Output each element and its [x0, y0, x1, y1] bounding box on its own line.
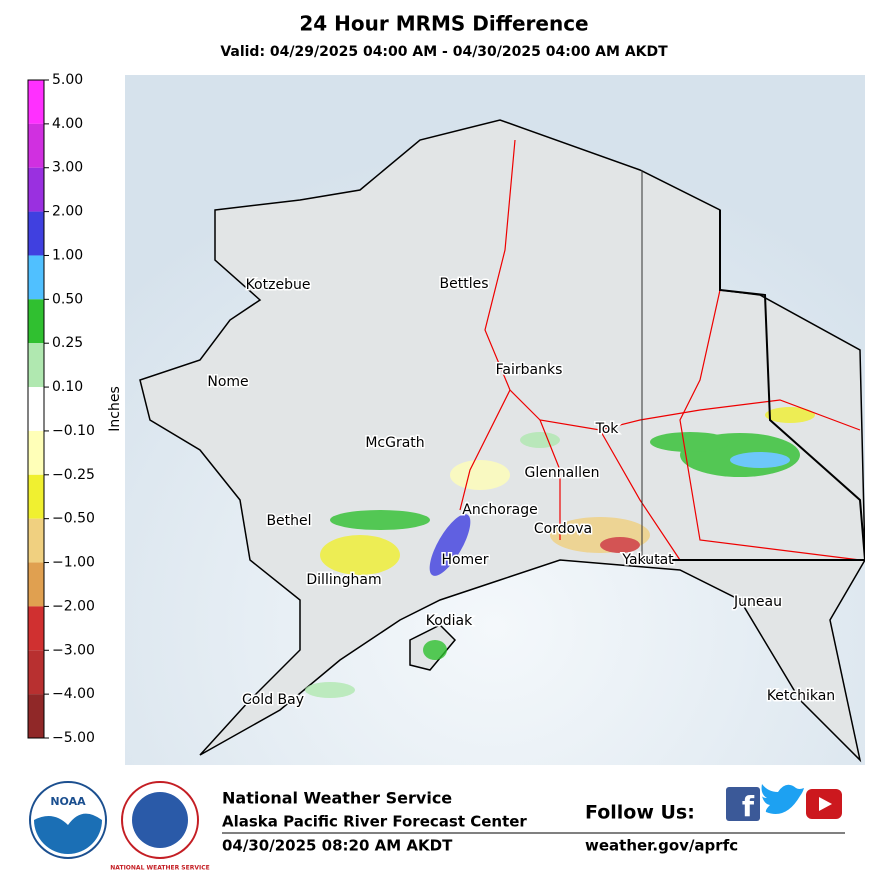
place-label: Bethel — [266, 513, 311, 529]
place-label: Ketchikan — [767, 688, 835, 704]
colorbar-bin — [28, 387, 44, 431]
place-label: Kotzebue — [246, 277, 311, 293]
tick-label: 3.00 — [52, 160, 83, 176]
place-label: Nome — [207, 374, 248, 390]
youtube-icon — [819, 797, 832, 811]
colorbar-label: Inches — [107, 386, 123, 431]
tick-label: −0.25 — [52, 467, 95, 483]
place-label: McGrath — [365, 435, 424, 451]
footer: NOAA NATIONAL WEATHER SERVICE National W… — [29, 781, 845, 872]
tick-label: 5.00 — [52, 72, 83, 88]
tick-label: −0.50 — [52, 511, 95, 527]
map — [125, 75, 865, 765]
tick-label: 4.00 — [52, 116, 83, 132]
tick-label: −5.00 — [52, 730, 95, 746]
place-label: Glennallen — [525, 465, 600, 481]
office: Alaska Pacific River Forecast Center — [222, 813, 527, 831]
place-label: Juneau — [733, 594, 782, 610]
place-label: Cold Bay — [242, 692, 304, 708]
tick-label: −0.10 — [52, 423, 95, 439]
colorbar-bin — [28, 606, 44, 651]
colorbar-bin — [28, 343, 44, 388]
noaa-wave — [34, 813, 102, 854]
follow: Follow Us: — [585, 802, 695, 824]
colorbar-bin — [28, 123, 44, 168]
place-label: Bettles — [440, 276, 489, 292]
roads — [459, 139, 861, 561]
colorbar-frame — [27, 79, 45, 739]
colorbar-bin — [28, 211, 44, 256]
colorbar-bin — [28, 255, 44, 300]
place-label: Fairbanks — [496, 362, 563, 378]
org: National Weather Service — [222, 789, 452, 808]
twitter[interactable] — [761, 784, 804, 814]
colorbar-bin — [28, 518, 44, 563]
noaa-text: NOAA — [50, 795, 86, 808]
place-label: Tok — [595, 421, 620, 437]
tick-label: −1.00 — [52, 555, 95, 571]
tick-label: 0.50 — [52, 291, 83, 307]
facebook[interactable] — [726, 787, 760, 821]
colorbar: 5.00 4.00 3.00 2.00 1.00 0.50 0.25 0.10 −0.10 −0.… — [27, 72, 95, 746]
colorbar-bin — [28, 694, 44, 738]
colorbar-bin — [28, 80, 44, 124]
place-label: Kodiak — [426, 613, 473, 629]
title: 24 Hour MRMS Difference — [299, 12, 588, 36]
place-label: Homer — [441, 552, 488, 568]
url[interactable]: weather.gov/aprfc — [585, 837, 738, 855]
tick-label: 0.10 — [52, 379, 83, 395]
tick-label: −2.00 — [52, 598, 95, 614]
place-label: Cordova — [534, 521, 592, 537]
precip — [305, 407, 815, 698]
colorbar-bin — [28, 430, 44, 475]
tick-label: 0.25 — [52, 335, 83, 351]
colorbar-bin — [28, 299, 44, 344]
place-label: Anchorage — [462, 502, 537, 518]
subtitle: Valid: 04/29/2025 04:00 AM - 04/30/2025 … — [220, 44, 668, 60]
tick-label: 1.00 — [52, 247, 83, 263]
place-label: Yakutat — [621, 552, 674, 568]
colorbar-bin — [28, 167, 44, 212]
border — [640, 210, 865, 561]
tick-label: −3.00 — [52, 642, 95, 658]
place-label: Dillingham — [306, 572, 381, 588]
nws-inner — [132, 792, 188, 848]
colorbar-bin — [28, 474, 44, 519]
colorbar-bin — [28, 562, 44, 607]
tick-label: −4.00 — [52, 686, 95, 702]
tick-label: 2.00 — [52, 204, 83, 220]
colorbar-bin — [28, 650, 44, 695]
facebook-icon: f — [742, 790, 755, 823]
nws-text: NATIONAL WEATHER SERVICE — [110, 865, 209, 872]
issued: 04/30/2025 08:20 AM AKDT — [222, 837, 453, 855]
